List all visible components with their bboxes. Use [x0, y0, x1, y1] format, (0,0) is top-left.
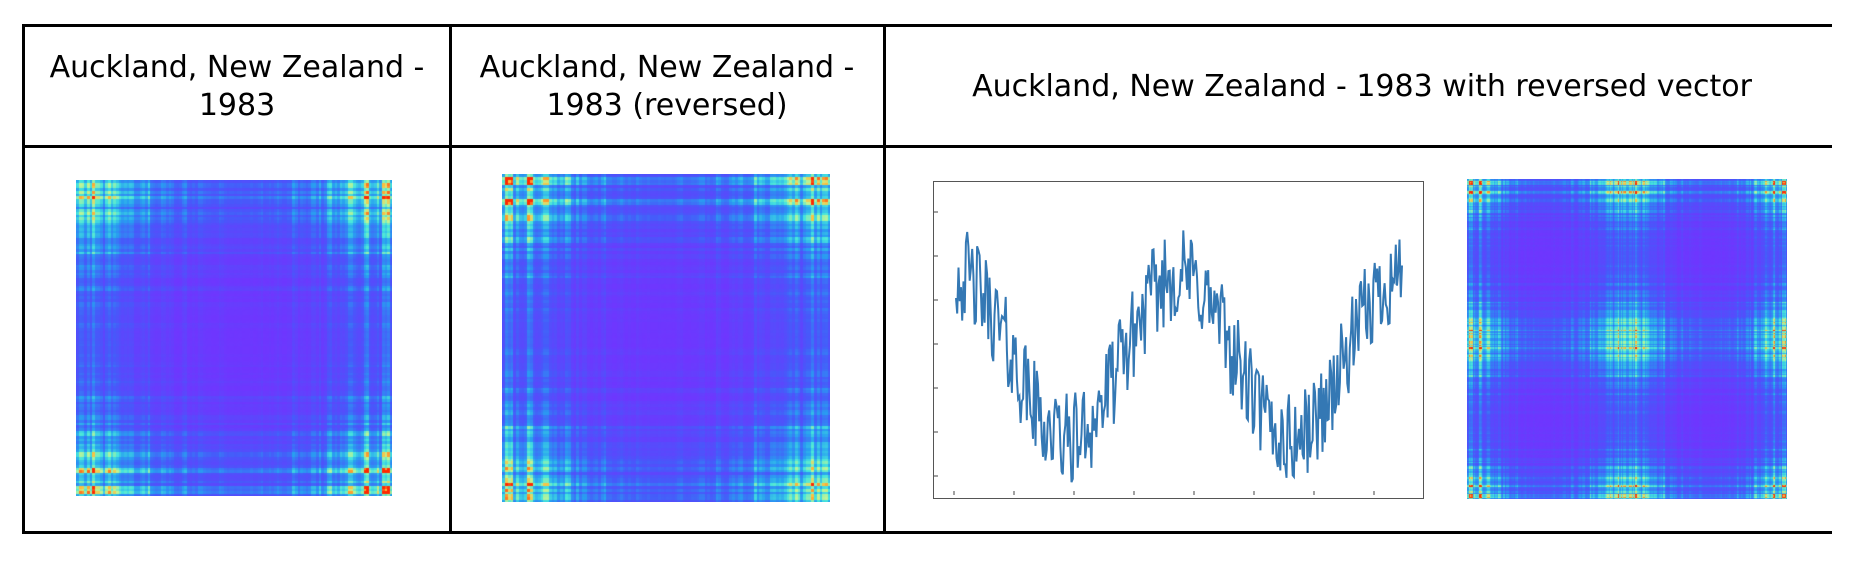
temperature-series-line [955, 230, 1403, 483]
header-original: Auckland, New Zealand - 1983 [42, 34, 432, 139]
recurrence-plot-combined [1467, 179, 1787, 499]
line-chart-frame [933, 181, 1424, 499]
line-chart [934, 211, 1403, 495]
table-left-border [22, 24, 25, 534]
header-reversed-text: Auckland, New Zealand - 1983 (reversed) [479, 49, 855, 123]
header-combined: Auckland, New Zealand - 1983 with revers… [892, 34, 1832, 139]
table-bottom-border [22, 531, 1832, 534]
comparison-table: Auckland, New Zealand - 1983 Auckland, N… [22, 24, 1832, 534]
header-original-text: Auckland, New Zealand - 1983 [49, 49, 425, 123]
recurrence-plot-original [76, 180, 392, 496]
header-bottom-border [22, 145, 1832, 148]
header-combined-text: Auckland, New Zealand - 1983 with revers… [972, 68, 1752, 104]
recurrence-plot-reversed [502, 174, 830, 502]
table-top-border [22, 24, 1832, 27]
column-divider-2 [883, 24, 886, 534]
header-reversed: Auckland, New Zealand - 1983 (reversed) [462, 34, 872, 139]
column-divider-1 [449, 24, 452, 534]
